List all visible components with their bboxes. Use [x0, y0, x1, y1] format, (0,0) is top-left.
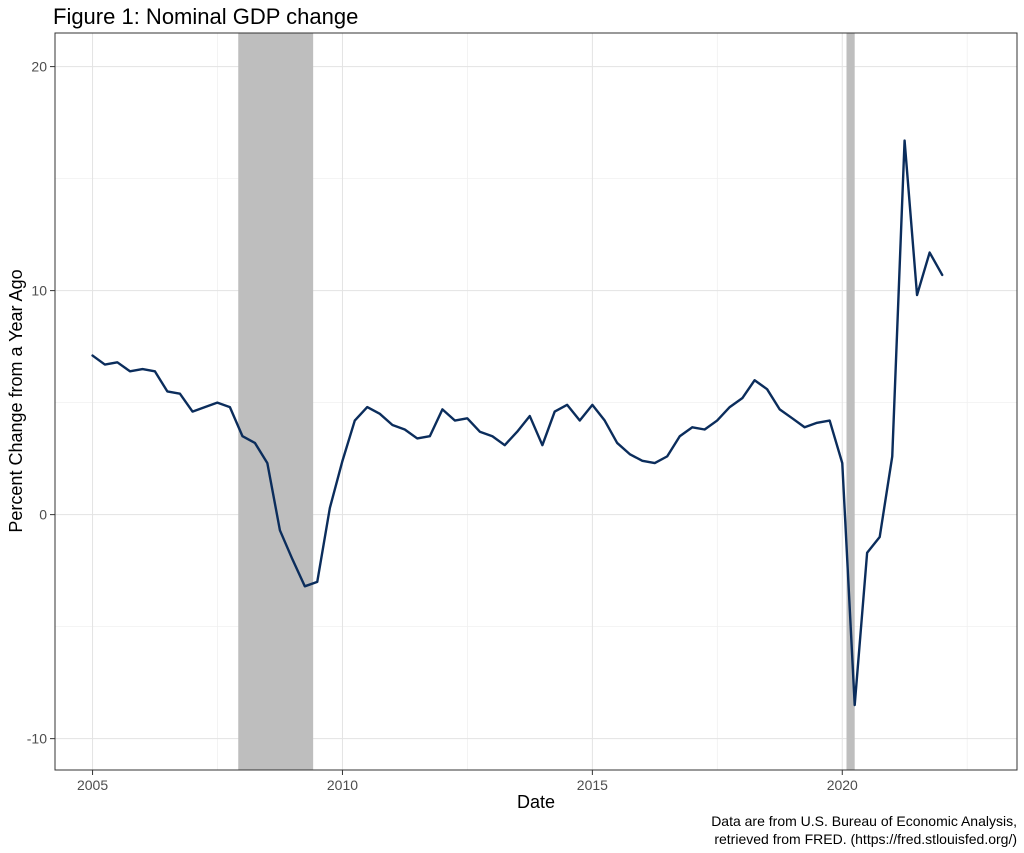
recession-band [238, 33, 314, 770]
caption-line-1: Data are from U.S. Bureau of Economic An… [711, 813, 1017, 829]
x-axis-ticks: 2005 2010 2015 2020 [77, 770, 858, 793]
y-tick-label: -10 [27, 731, 47, 747]
x-tick-label: 2005 [77, 777, 108, 793]
recession-band [846, 33, 855, 770]
y-axis-title: Percent Change from a Year Ago [6, 269, 26, 532]
chart-title: Figure 1: Nominal GDP change [53, 4, 358, 29]
x-tick-label: 2010 [327, 777, 358, 793]
x-tick-label: 2020 [827, 777, 858, 793]
x-axis-title: Date [517, 792, 555, 812]
series-layer [91, 139, 944, 707]
y-tick-label: 0 [39, 507, 47, 523]
y-tick-label: 20 [31, 59, 47, 75]
plot-panel-background [55, 33, 1017, 770]
y-axis-ticks: -10 0 10 20 [27, 59, 55, 747]
caption-line-2: retrieved from FRED. (https://fred.stlou… [714, 831, 1017, 847]
plot-panel-border [54, 32, 1018, 771]
gdp-change-line [91, 139, 944, 707]
y-tick-label: 10 [31, 283, 47, 299]
x-tick-label: 2015 [577, 777, 608, 793]
recession-shading [238, 33, 855, 770]
